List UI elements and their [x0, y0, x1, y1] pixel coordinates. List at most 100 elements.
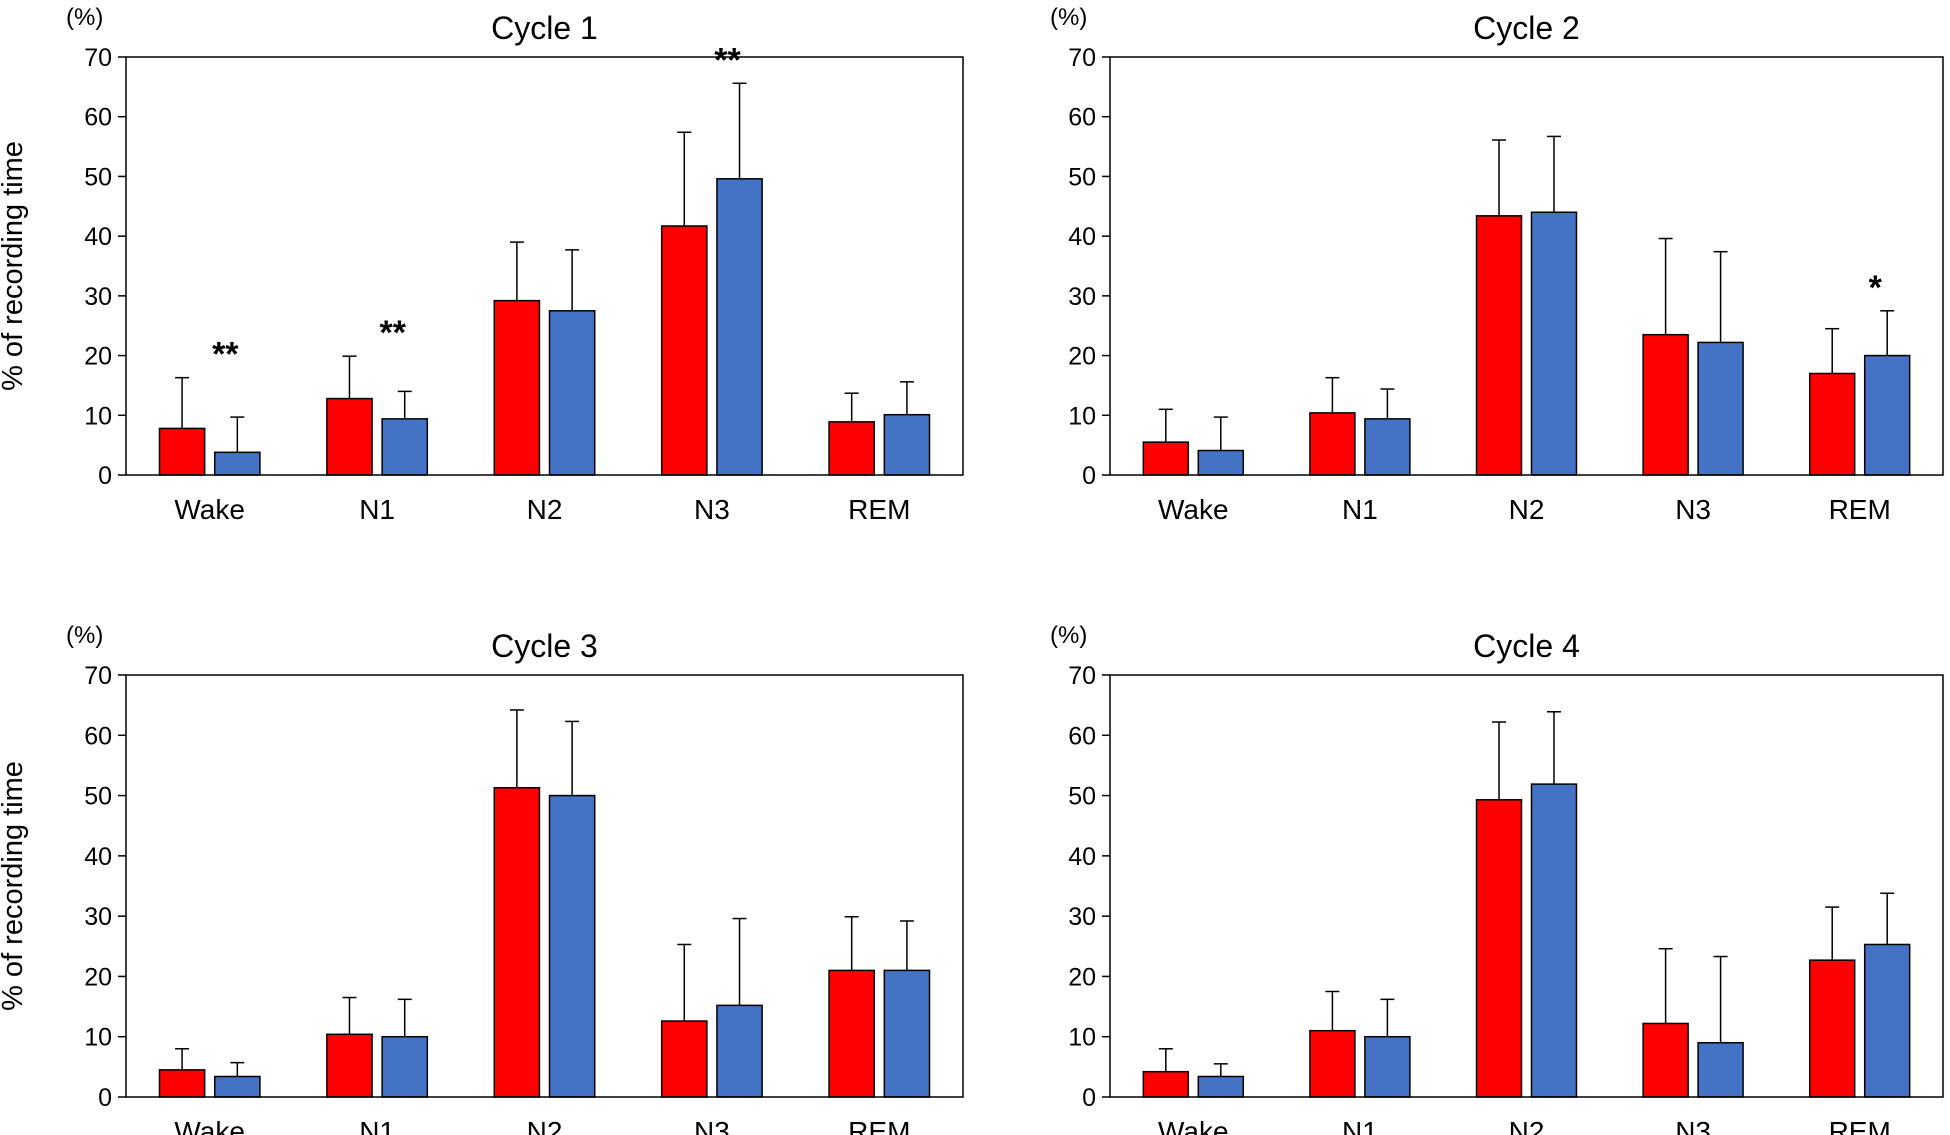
y-tick-label: 10 — [1068, 402, 1096, 430]
x-tick-label: N3 — [1675, 1116, 1711, 1135]
chart-panel-1: Cycle 1 (%) % of recording time 0 10 20 30 40 50… — [0, 4, 964, 525]
significance-marker: * — [1869, 269, 1883, 307]
bar — [381, 1035, 429, 1098]
significance-marker: ** — [714, 41, 741, 79]
bar — [326, 1033, 373, 1098]
bar — [213, 1075, 261, 1098]
y-tick-label: 20 — [1068, 963, 1096, 991]
bar — [1863, 943, 1911, 1098]
x-tick-label: Wake — [1158, 1116, 1229, 1135]
bar — [1475, 799, 1523, 1098]
y-tick-label: 30 — [84, 903, 112, 931]
bar — [1808, 959, 1856, 1098]
bar — [381, 418, 429, 476]
x-tick-label: REM — [848, 1116, 910, 1135]
bar — [883, 969, 931, 1098]
bar — [1364, 418, 1411, 476]
y-tick-label: 10 — [84, 1024, 112, 1052]
bar — [1642, 1022, 1689, 1098]
x-tick-label: N1 — [359, 1116, 395, 1135]
y-tick-label: 70 — [84, 44, 112, 72]
bar — [1697, 1041, 1744, 1098]
bar — [1197, 1075, 1245, 1098]
bar — [326, 397, 373, 476]
y-tick-label: 40 — [84, 223, 112, 251]
y-unit-label: (%) — [66, 4, 103, 31]
x-tick-label: REM — [1829, 1116, 1891, 1135]
y-tick-label: 10 — [1068, 1024, 1096, 1052]
bar — [548, 310, 596, 476]
x-tick-label: N2 — [1509, 494, 1545, 525]
bar — [660, 225, 708, 476]
y-tick-label: 10 — [84, 402, 112, 430]
bar — [548, 794, 596, 1098]
bar — [158, 1069, 206, 1098]
x-tick-label: N3 — [694, 1116, 730, 1135]
plot-frame — [1109, 56, 1944, 476]
y-tick-label: 60 — [84, 104, 112, 132]
chart-title: Cycle 3 — [491, 628, 598, 664]
chart-panel-3: Cycle 3 (%) % of recording time 0 10 20 30 40 50… — [0, 622, 964, 1135]
y-tick-label: 0 — [98, 1084, 112, 1112]
x-tick-label: Wake — [174, 1116, 245, 1135]
bar — [1475, 215, 1523, 476]
bar — [1530, 211, 1578, 476]
bar — [493, 299, 541, 476]
x-tick-label: REM — [1829, 494, 1891, 525]
plot-frame — [125, 56, 964, 476]
bar — [660, 1020, 708, 1098]
y-tick-label: 50 — [1068, 783, 1096, 811]
y-tick-label: 30 — [1068, 903, 1096, 931]
x-tick-label: N3 — [1675, 494, 1711, 525]
plot-frame — [1109, 674, 1944, 1098]
chart-title: Cycle 4 — [1473, 628, 1580, 664]
x-tick-label: N2 — [527, 1116, 563, 1135]
y-tick-label: 60 — [1068, 722, 1096, 750]
y-tick-label: 70 — [84, 662, 112, 690]
y-tick-label: 0 — [1082, 1084, 1096, 1112]
significance-marker: ** — [379, 314, 406, 352]
bar — [1808, 372, 1856, 476]
x-tick-label: N3 — [694, 494, 730, 525]
bar — [1642, 333, 1689, 476]
chart-title: Cycle 1 — [491, 10, 598, 46]
bar — [1142, 1070, 1190, 1098]
bar — [1530, 783, 1578, 1098]
x-tick-label: Wake — [1158, 494, 1229, 525]
bar — [828, 969, 876, 1098]
bar — [1309, 1029, 1356, 1098]
y-tick-label: 50 — [84, 783, 112, 811]
y-tick-label: 0 — [1082, 462, 1096, 490]
bar — [716, 178, 763, 476]
y-tick-label: 70 — [1068, 44, 1096, 72]
bar — [493, 786, 541, 1098]
bar — [1364, 1035, 1411, 1098]
y-tick-label: 60 — [84, 722, 112, 750]
y-unit-label: (%) — [1050, 4, 1087, 31]
y-unit-label: (%) — [1050, 622, 1087, 649]
y-axis-label: % of recording time — [0, 141, 29, 391]
y-tick-label: 0 — [98, 462, 112, 490]
y-tick-label: 20 — [84, 963, 112, 991]
bar — [158, 427, 206, 476]
x-tick-label: N1 — [359, 494, 395, 525]
y-tick-label: 30 — [1068, 283, 1096, 311]
bar — [1197, 449, 1245, 476]
x-tick-label: N1 — [1342, 1116, 1378, 1135]
bar — [1863, 354, 1911, 476]
x-tick-label: REM — [848, 494, 910, 525]
y-tick-label: 20 — [84, 343, 112, 371]
chart-panel-4: Cycle 4 (%) 0 10 20 30 40 50 60 70 Wake N1 N2 N3 REM — [1050, 622, 1944, 1135]
plot-frame — [125, 674, 964, 1098]
bar — [1697, 341, 1744, 476]
bar — [828, 421, 876, 476]
y-unit-label: (%) — [66, 622, 103, 649]
bar — [1142, 441, 1190, 476]
y-tick-label: 30 — [84, 283, 112, 311]
y-tick-label: 20 — [1068, 343, 1096, 371]
y-tick-label: 40 — [1068, 223, 1096, 251]
y-tick-label: 50 — [1068, 163, 1096, 191]
y-tick-label: 60 — [1068, 104, 1096, 132]
bar — [716, 1004, 763, 1098]
y-axis-label: % of recording time — [0, 761, 29, 1011]
